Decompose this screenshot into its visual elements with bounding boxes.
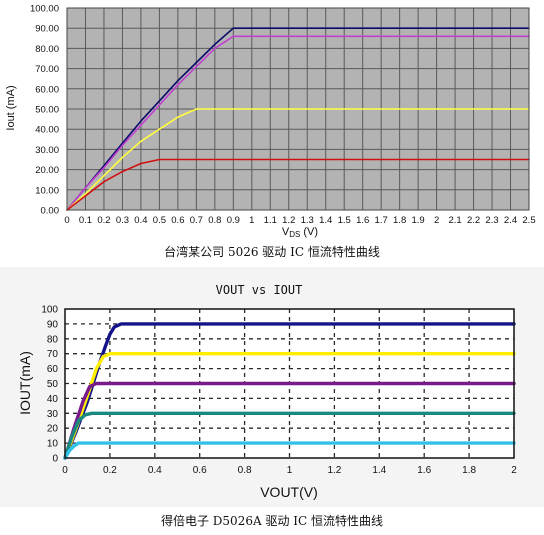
- c2-y-tick-label: 10: [47, 439, 59, 450]
- c1-x-tick-label: 0.3: [116, 215, 129, 226]
- c2-y-tick-label: 60: [47, 364, 59, 375]
- c2-x-tick-label: 1: [287, 465, 293, 476]
- c1-x-tick-label: 0.1: [79, 215, 92, 226]
- c1-x-tick-label: 0.9: [227, 215, 240, 226]
- c1-x-tick-label: 1: [249, 215, 254, 226]
- c2-y-tick-label: 0: [52, 454, 58, 465]
- c1-x-tick-label: 1.1: [264, 215, 277, 226]
- c1-x-tick-label: 0.4: [134, 215, 147, 226]
- chart-1-caption: 台湾某公司 5026 驱动 IC 恒流特性曲线: [164, 244, 380, 259]
- c2-y-tick-label: 40: [47, 394, 59, 405]
- c1-x-tick-label: 2: [434, 215, 439, 226]
- chart-1-x-axis-label: VDS (V): [282, 226, 318, 239]
- c2-x-tick-label: 1.2: [327, 465, 341, 476]
- chart-1-x-axis-label-unit: (V): [303, 226, 318, 238]
- c1-series-line-1: [66, 27, 530, 211]
- c1-x-tick-label: 1.5: [338, 215, 351, 226]
- c1-x-tick-label: 1.6: [356, 215, 369, 226]
- chart-1-y-axis-label: Iout (mA): [5, 85, 17, 130]
- c2-x-tick-label: 0.6: [193, 465, 207, 476]
- c1-x-tick-label: 2.5: [522, 215, 535, 226]
- chart-1: 0 0.1 0.2 0.3 0.4 0.5 0.6 0.7 0.8 0.9 1 1.1 1.2 1.3 1.…: [5, 4, 536, 260]
- chart-1-y-ticks: 0.00 10.00 20.00 30.00 40.00 50.00 60.00 70.00 8…: [30, 4, 59, 217]
- c1-x-tick-label: 0.8: [208, 215, 221, 226]
- c2-series-line-5: [63, 441, 516, 460]
- chart-2-series-group: [63, 322, 516, 460]
- chart-2: VOUT vs IOUT 0 0.2 0.4 0.6 0.8 1 1.2 1.4 1.6 1.8 2…: [0, 267, 544, 528]
- c2-y-tick-label: 90: [47, 319, 59, 330]
- chart-1-x-ticks: 0 0.1 0.2 0.3 0.4 0.5 0.6 0.7 0.8 0.9 1 1.1 1.2 1.3 1.…: [64, 215, 535, 226]
- c2-y-tick-label: 80: [47, 334, 59, 345]
- c2-x-tick-label: 0.8: [238, 465, 252, 476]
- c2-x-tick-label: 1.6: [417, 465, 431, 476]
- c2-x-tick-label: 0: [62, 465, 68, 476]
- c1-series-line-2: [66, 35, 530, 211]
- chart-2-y-axis-label: IOUT(mA): [17, 351, 33, 415]
- chart-2-caption: 得倍电子 D5026A 驱动 IC 恒流特性曲线: [161, 513, 383, 528]
- c1-x-tick-label: 2.4: [504, 215, 517, 226]
- c2-y-tick-label: 70: [47, 349, 59, 360]
- c1-y-tick-label: 10.00: [35, 185, 59, 196]
- c2-x-tick-label: 0.4: [148, 465, 162, 476]
- c2-x-tick-label: 1.4: [372, 465, 386, 476]
- chart-1-x-axis-label-subscript: DS: [289, 230, 300, 239]
- c1-y-tick-label: 70.00: [35, 64, 59, 75]
- c1-x-tick-label: 0.5: [153, 215, 166, 226]
- c1-y-tick-label: 100.00: [30, 4, 59, 15]
- c1-x-tick-label: 1.4: [319, 215, 332, 226]
- c1-x-tick-label: 1.2: [282, 215, 295, 226]
- chart-2-title: VOUT vs IOUT: [216, 283, 303, 297]
- c1-x-tick-label: 2.1: [448, 215, 461, 226]
- c1-x-tick-label: 2.3: [485, 215, 498, 226]
- c1-x-tick-label: 1.7: [375, 215, 388, 226]
- chart-1-plot-frame: [66, 7, 530, 211]
- chart-1-series-group: [66, 27, 530, 211]
- c1-y-tick-label: 40.00: [35, 125, 59, 136]
- c2-x-tick-label: 0.2: [103, 465, 117, 476]
- c1-x-tick-label: 1.8: [393, 215, 406, 226]
- c1-y-tick-label: 20.00: [35, 165, 59, 176]
- c1-x-tick-label: 0: [64, 215, 69, 226]
- chart-2-y-ticks: 0 10 20 30 40 50 60 70 80 90 100: [41, 305, 58, 465]
- c1-y-tick-label: 80.00: [35, 44, 59, 55]
- c2-y-tick-label: 100: [41, 305, 58, 316]
- c2-y-tick-label: 30: [47, 409, 59, 420]
- c2-y-tick-label: 20: [47, 424, 59, 435]
- chart-2-plot-frame: [64, 308, 515, 459]
- c1-series-line-4: [66, 158, 530, 211]
- c1-x-tick-label: 0.7: [190, 215, 203, 226]
- c1-y-tick-label: 0.00: [41, 206, 60, 217]
- c1-y-tick-label: 60.00: [35, 84, 59, 95]
- c1-x-tick-label: 1.3: [301, 215, 314, 226]
- c1-y-tick-label: 90.00: [35, 24, 59, 35]
- c1-series-line-3: [66, 108, 530, 211]
- c1-y-tick-label: 30.00: [35, 145, 59, 156]
- chart-1-x-axis-label-main: V: [282, 226, 290, 238]
- c1-x-tick-label: 2.2: [467, 215, 480, 226]
- chart-2-x-ticks: 0 0.2 0.4 0.6 0.8 1 1.2 1.4 1.6 1.8 2: [62, 465, 517, 476]
- c1-y-tick-label: 50.00: [35, 105, 59, 116]
- c1-x-tick-label: 0.6: [171, 215, 184, 226]
- c2-x-tick-label: 2: [511, 465, 517, 476]
- c1-x-tick-label: 1.9: [412, 215, 425, 226]
- c1-x-tick-label: 0.2: [97, 215, 110, 226]
- c2-series-line-4: [63, 411, 516, 460]
- chart-2-x-axis-label: VOUT(V): [260, 484, 318, 500]
- c2-y-tick-label: 50: [47, 379, 59, 390]
- c2-x-tick-label: 1.8: [462, 465, 476, 476]
